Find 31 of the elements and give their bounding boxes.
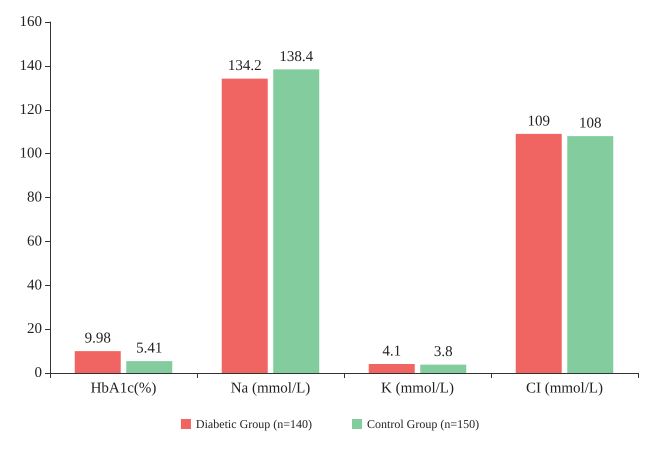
x-tick-label: HbA1c(%) xyxy=(90,380,156,396)
x-tick-label: CI (mmol/L) xyxy=(526,380,604,396)
data-label: 109 xyxy=(527,113,550,130)
bar xyxy=(516,134,562,373)
data-label: 4.1 xyxy=(382,344,402,360)
y-tick-label: 0 xyxy=(34,365,42,381)
legend-label: Diabetic Group (n=140) xyxy=(196,417,312,431)
data-label: 134.2 xyxy=(228,58,262,74)
bar xyxy=(273,69,320,373)
y-tick-label: 40 xyxy=(27,277,42,294)
data-label: 3.8 xyxy=(434,344,453,360)
data-label: 5.41 xyxy=(136,340,162,357)
bar xyxy=(368,364,415,373)
data-label: 138.4 xyxy=(279,48,314,65)
y-tick-label: 120 xyxy=(20,102,42,118)
x-tick-label: K (mmol/L) xyxy=(381,380,454,396)
bar xyxy=(420,364,466,373)
data-label: 9.98 xyxy=(84,330,111,347)
bar xyxy=(222,78,268,373)
x-tick-label: Na (mmol/L) xyxy=(230,380,310,396)
y-tick-label: 160 xyxy=(20,14,42,30)
bar xyxy=(567,136,614,373)
bar xyxy=(126,361,172,373)
bar xyxy=(74,351,121,373)
y-tick-label: 20 xyxy=(27,321,42,338)
y-tick-label: 60 xyxy=(27,233,42,250)
y-tick-label: 100 xyxy=(20,146,42,162)
y-tick-label: 140 xyxy=(20,58,42,74)
y-tick-label: 80 xyxy=(27,190,42,206)
legend-label: Control Group (n=150) xyxy=(366,417,480,431)
data-label: 108 xyxy=(579,116,602,132)
